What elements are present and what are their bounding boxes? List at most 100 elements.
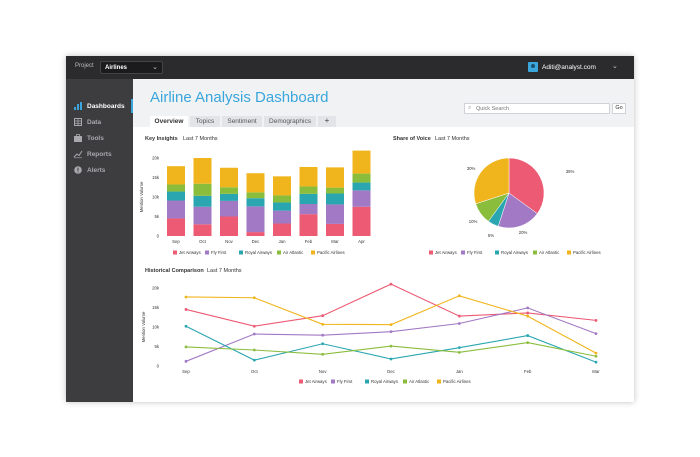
y-axis-label: Mention Volume (139, 181, 144, 212)
bar-chart-icon (74, 102, 82, 110)
bar-jet-airways-feb (299, 214, 318, 236)
search-box: ⌕ (464, 103, 610, 114)
sidebar-item-data[interactable]: Data (66, 115, 133, 129)
legend-swatch-air-atlantic (277, 250, 281, 255)
legend-label-fly-first: Fly First (337, 379, 353, 384)
project-label: Project (75, 63, 94, 69)
x-tick-label: Dec (252, 239, 260, 244)
point-royal-airways-mar (594, 360, 598, 364)
legend-swatch-pacific-airlines (311, 250, 315, 255)
point-fly-first-jan (457, 322, 461, 325)
point-air-atlantic-jan (457, 350, 461, 354)
tab-topics[interactable]: Topics (190, 116, 220, 127)
sidebar-item-alerts[interactable]: Alerts (66, 163, 133, 177)
dashboard-header: Airline Analysis Dashboard ⌕ Go Overview… (133, 79, 634, 127)
legend-label-royal-airways: Royal Airways (371, 379, 398, 384)
point-pacific-airlines-nov (321, 322, 325, 326)
key-insights-title: Key Insights (145, 136, 178, 142)
top-bar: Project Airlines ⌄ Aditi@analyst.com ⌄ (66, 56, 634, 79)
user-avatar-icon (528, 62, 538, 72)
bar-fly-first-feb (299, 204, 318, 215)
historical-comparison-title: Historical Comparison (145, 268, 204, 274)
sidebar-item-label: Alerts (87, 166, 106, 174)
key-insights-bar-chart: 0 5k 10k 15k 20k Mention Volume Sep Oct Nov Dec Ja… (139, 150, 371, 255)
key-insights-range: Last 7 Months (183, 136, 218, 142)
y-tick-label: 5k (154, 214, 159, 219)
bar-royal-airways-feb (299, 193, 318, 205)
bar-fly-first-dec (246, 206, 265, 233)
y-tick-label: 10k (152, 195, 160, 200)
legend-swatch-royal-airways (495, 250, 499, 255)
legend-swatch-jet-airways (429, 250, 433, 255)
y-tick-label: 10k (152, 325, 160, 330)
bar-royal-airways-oct (193, 195, 212, 207)
sidebar-item-tools[interactable]: Tools (66, 131, 133, 145)
tab-sentiment[interactable]: Sentiment (222, 116, 262, 127)
share-of-voice-pie-chart: 35% 20% 5% 10% 30% Jet Airways Fly First Royal … (429, 157, 601, 255)
bar-air-atlantic-nov (220, 187, 238, 194)
bar-air-atlantic-oct (193, 183, 212, 196)
legend-label-fly-first: Fly First (467, 250, 483, 255)
bar-jet-airways-jan (273, 223, 291, 236)
search-input[interactable] (476, 105, 606, 113)
y-tick-label: 5k (154, 344, 159, 349)
y-tick-label: 20k (152, 156, 160, 161)
bar-pacific-airlines-oct (193, 158, 212, 184)
x-tick-label: Apr (358, 239, 365, 244)
search-icon: ⌕ (468, 105, 472, 111)
pie-data-label: 30% (467, 166, 476, 171)
point-air-atlantic-nov (321, 352, 325, 356)
legend-swatch-royal-airways (239, 250, 243, 255)
bar-fly-first-oct (193, 206, 212, 225)
table-icon (74, 118, 82, 126)
legend-label-fly-first: Fly First (211, 250, 227, 255)
legend-swatch-fly-first (331, 379, 335, 384)
line-fly-first (185, 307, 597, 362)
x-tick-label: Sep (172, 239, 180, 244)
legend-label-pacific-airlines: Pacific Airlines (573, 250, 601, 255)
user-menu[interactable]: Aditi@analyst.com ⌄ (528, 61, 626, 74)
y-tick-label: 20k (152, 286, 160, 291)
main-content: Airline Analysis Dashboard ⌕ Go Overview… (133, 79, 634, 402)
bar-air-atlantic-apr (352, 173, 371, 183)
y-tick-label: 0 (157, 364, 160, 369)
legend-label-jet-airways: Jet Airways (305, 379, 327, 384)
point-jet-airways-oct (252, 324, 256, 328)
app-window: Project Airlines ⌄ Aditi@analyst.com ⌄ D… (66, 56, 634, 402)
point-fly-first-nov (321, 333, 325, 337)
bar-pacific-airlines-mar (326, 167, 344, 188)
x-tick-label: Oct (199, 239, 206, 244)
bar-air-atlantic-dec (246, 192, 265, 199)
project-select[interactable]: Airlines ⌄ (100, 61, 163, 74)
pie-data-label: 5% (488, 233, 494, 238)
legend-label-royal-airways: Royal Airways (245, 250, 272, 255)
bar-pacific-airlines-apr (352, 150, 371, 174)
sidebar-item-label: Reports (87, 150, 112, 158)
legend-label-air-atlantic: Air Atlantic (283, 250, 304, 255)
line-chart-icon (73, 150, 83, 159)
go-button[interactable]: Go (612, 103, 626, 114)
sidebar: Dashboards Data Tools Reports (66, 79, 133, 402)
sidebar-item-dashboards[interactable]: Dashboards (66, 99, 133, 113)
x-tick-label: Oct (251, 369, 258, 374)
tab-demographics[interactable]: Demographics (264, 116, 316, 127)
add-tab-button[interactable]: + (318, 116, 336, 127)
legend-swatch-pacific-airlines (567, 250, 571, 255)
point-fly-first-mar (594, 332, 598, 336)
bar-royal-airways-jan (273, 202, 291, 211)
legend-label-royal-airways: Royal Airways (501, 250, 528, 255)
sidebar-item-reports[interactable]: Reports (66, 147, 133, 161)
bar-jet-airways-dec (246, 232, 265, 236)
pie-data-label: 35% (566, 169, 575, 174)
line-air-atlantic (185, 342, 597, 357)
bar-air-atlantic-sep (167, 184, 185, 192)
tab-overview[interactable]: Overview (150, 116, 188, 127)
point-pacific-airlines-sep (184, 295, 188, 299)
point-royal-airways-dec (389, 357, 393, 361)
point-royal-airways-sep (184, 324, 188, 328)
point-jet-airways-mar (594, 318, 598, 322)
point-pacific-airlines-dec (389, 323, 393, 327)
historical-comparison-line-chart: 0 5k 10k 15k 20k Mention Volume Sep Oct Nov Dec Ja… (141, 282, 600, 384)
bar-royal-airways-sep (167, 191, 185, 201)
bar-air-atlantic-jan (273, 195, 291, 203)
